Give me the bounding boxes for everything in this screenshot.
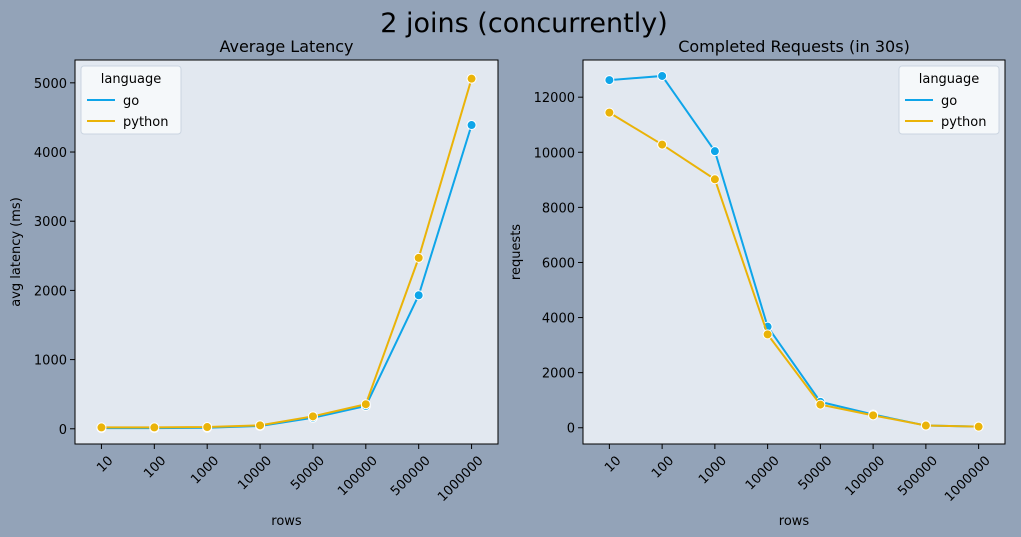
data-point-go: [657, 70, 668, 81]
y-tick-label: 10000: [534, 146, 575, 161]
legend-title: language: [919, 72, 980, 87]
y-tick-label: 4000: [34, 146, 67, 161]
chart-title: Completed Requests (in 30s): [678, 37, 910, 56]
y-axis-label: avg latency (ms): [9, 197, 24, 307]
legend-label-python: python: [123, 115, 168, 130]
x-tick-label: 50000: [288, 453, 328, 493]
data-point-python: [413, 252, 424, 263]
x-tick-label: 500000: [388, 453, 434, 499]
x-tick-label: 1000000: [435, 453, 487, 505]
data-point-python: [255, 420, 266, 431]
data-point-go: [413, 290, 424, 301]
data-point-python: [815, 399, 826, 410]
figure-title: 2 joins (concurrently): [380, 8, 667, 39]
data-point-python: [709, 174, 720, 185]
y-tick-label: 8000: [542, 201, 575, 216]
data-point-go: [709, 146, 720, 157]
legend: language go python: [80, 65, 182, 135]
series-python: [96, 73, 477, 433]
axes-frame: [582, 59, 1006, 445]
chart-title: Average Latency: [219, 37, 353, 56]
data-point-go: [604, 75, 615, 86]
data-point-python: [920, 420, 931, 431]
legend-label-python: python: [941, 115, 986, 130]
y-tick-label: 2000: [542, 367, 575, 382]
data-point-python: [868, 410, 879, 421]
data-point-python: [466, 73, 477, 84]
y-tick-label: 6000: [542, 256, 575, 271]
y-tick-label: 0: [59, 423, 67, 438]
axes-frame: [74, 59, 499, 445]
y-axis-label: requests: [509, 224, 524, 280]
legend-label-go: go: [941, 94, 957, 109]
chart-1: Average Latency 0 1000 2000 3000 4000 5000 10 10…: [9, 37, 499, 529]
x-tick-label: 100: [141, 453, 169, 481]
x-tick-label: 50000: [796, 453, 836, 493]
data-point-python: [973, 421, 984, 432]
data-point-go: [466, 120, 477, 131]
y-tick-label: 12000: [534, 91, 575, 106]
data-point-python: [360, 399, 371, 410]
data-point-python: [202, 422, 213, 433]
x-tick-label: 100: [649, 453, 677, 481]
y-tick-label: 5000: [34, 77, 67, 92]
y-tick-label: 2000: [34, 284, 67, 299]
series-line-python: [608, 111, 979, 428]
data-point-python: [762, 329, 773, 340]
chart-2: Completed Requests (in 30s) 0 2000 4000 6000…: [509, 37, 1006, 529]
y-tick-label: 0: [567, 422, 575, 437]
x-tick-label: 10: [94, 453, 116, 475]
x-tick-label: 100000: [842, 453, 888, 499]
y-tick-label: 3000: [34, 215, 67, 230]
series-python: [604, 107, 984, 432]
x-tick-label: 1000000: [942, 453, 994, 505]
legend-label-go: go: [123, 94, 139, 109]
data-point-python: [149, 422, 160, 433]
x-tick-label: 10000: [743, 453, 783, 493]
x-tick-label: 1000: [696, 453, 730, 487]
data-point-python: [604, 107, 615, 118]
x-tick-label: 10: [602, 453, 624, 475]
x-tick-label: 100000: [335, 453, 381, 499]
data-point-python: [307, 411, 318, 422]
y-tick-label: 1000: [34, 354, 67, 369]
x-axis-label: rows: [271, 514, 302, 529]
x-axis-label: rows: [779, 514, 810, 529]
data-point-python: [96, 422, 107, 433]
legend: language go python: [898, 65, 1000, 135]
legend-box: [80, 65, 182, 135]
x-tick-label: 10000: [235, 453, 275, 493]
x-tick-label: 1000: [188, 453, 222, 487]
legend-title: language: [101, 72, 162, 87]
legend-box: [898, 65, 1000, 135]
series-line-python: [101, 78, 473, 429]
data-point-python: [657, 139, 668, 150]
y-tick-label: 4000: [542, 312, 575, 327]
x-tick-label: 500000: [895, 453, 941, 499]
